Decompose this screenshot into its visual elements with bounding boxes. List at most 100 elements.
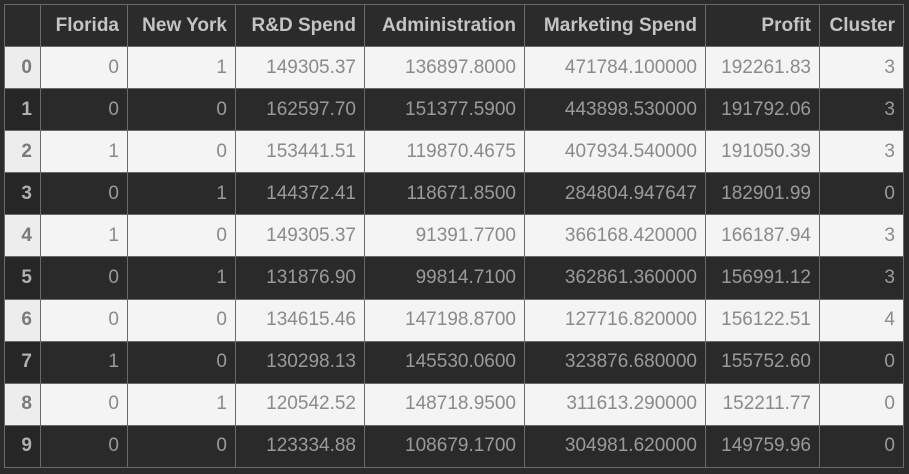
- cell-cluster: 3: [819, 88, 904, 132]
- cell-rd-spend: 162597.70: [235, 88, 365, 132]
- cell-administration: 119870.4675: [364, 130, 525, 174]
- cell-marketing-spend: 366168.420000: [524, 214, 706, 258]
- cell-cluster: 3: [819, 130, 904, 174]
- column-header-administration: Administration: [364, 4, 525, 47]
- cell-cluster: 3: [819, 214, 904, 258]
- cell-profit: 155752.60: [705, 340, 820, 384]
- cell-rd-spend: 153441.51: [235, 130, 365, 174]
- row-index: 7: [4, 340, 41, 384]
- cell-new-york: 0: [127, 214, 236, 258]
- cell-administration: 147198.8700: [364, 298, 525, 342]
- table-row: 0 0 1 149305.37 136897.8000 471784.100000 1922…: [4, 45, 904, 90]
- dataframe-table: Florida New York R&D Spend Administratio…: [4, 4, 904, 469]
- row-index: 4: [4, 214, 41, 258]
- cell-marketing-spend: 443898.530000: [524, 88, 706, 132]
- cell-new-york: 1: [127, 382, 236, 426]
- column-header-marketing-spend: Marketing Spend: [524, 4, 706, 47]
- cell-marketing-spend: 471784.100000: [524, 45, 706, 90]
- cell-florida: 0: [40, 256, 128, 300]
- cell-florida: 0: [40, 298, 128, 342]
- cell-profit: 192261.83: [705, 45, 820, 90]
- cell-new-york: 1: [127, 256, 236, 300]
- cell-administration: 145530.0600: [364, 340, 525, 384]
- cell-new-york: 0: [127, 298, 236, 342]
- column-header-cluster: Cluster: [819, 4, 904, 47]
- cell-administration: 118671.8500: [364, 172, 525, 216]
- cell-marketing-spend: 127716.820000: [524, 298, 706, 342]
- table-row: 4 1 0 149305.37 91391.7700 366168.420000 16618…: [4, 214, 904, 258]
- cell-profit: 191050.39: [705, 130, 820, 174]
- cell-administration: 108679.1700: [364, 424, 525, 469]
- cell-profit: 156991.12: [705, 256, 820, 300]
- row-index: 8: [4, 382, 41, 426]
- cell-florida: 1: [40, 340, 128, 384]
- cell-florida: 0: [40, 45, 128, 90]
- cell-new-york: 0: [127, 88, 236, 132]
- cell-new-york: 0: [127, 130, 236, 174]
- row-index: 9: [4, 424, 41, 469]
- table-row: 3 0 1 144372.41 118671.8500 284804.947647 1829…: [4, 172, 904, 216]
- table-row: 7 1 0 130298.13 145530.0600 323876.680000 1557…: [4, 340, 904, 384]
- cell-florida: 1: [40, 130, 128, 174]
- cell-profit: 191792.06: [705, 88, 820, 132]
- cell-marketing-spend: 362861.360000: [524, 256, 706, 300]
- row-index: 6: [4, 298, 41, 342]
- cell-rd-spend: 131876.90: [235, 256, 365, 300]
- row-index: 0: [4, 45, 41, 90]
- index-header: [4, 4, 41, 47]
- table-row: 6 0 0 134615.46 147198.8700 127716.820000 1561…: [4, 298, 904, 342]
- cell-administration: 91391.7700: [364, 214, 525, 258]
- cell-profit: 166187.94: [705, 214, 820, 258]
- cell-administration: 99814.7100: [364, 256, 525, 300]
- table-row: 9 0 0 123334.88 108679.1700 304981.620000 1497…: [4, 424, 904, 469]
- cell-cluster: 3: [819, 45, 904, 90]
- cell-administration: 136897.8000: [364, 45, 525, 90]
- cell-rd-spend: 149305.37: [235, 45, 365, 90]
- cell-cluster: 0: [819, 382, 904, 426]
- cell-new-york: 1: [127, 172, 236, 216]
- cell-florida: 0: [40, 172, 128, 216]
- cell-cluster: 0: [819, 424, 904, 469]
- table-row: 8 0 1 120542.52 148718.9500 311613.290000 1522…: [4, 382, 904, 426]
- row-index: 5: [4, 256, 41, 300]
- cell-administration: 151377.5900: [364, 88, 525, 132]
- column-header-rd-spend: R&D Spend: [235, 4, 365, 47]
- row-index: 1: [4, 88, 41, 132]
- cell-marketing-spend: 304981.620000: [524, 424, 706, 469]
- cell-florida: 1: [40, 214, 128, 258]
- cell-marketing-spend: 323876.680000: [524, 340, 706, 384]
- cell-profit: 152211.77: [705, 382, 820, 426]
- column-header-new-york: New York: [127, 4, 236, 47]
- cell-new-york: 0: [127, 340, 236, 384]
- cell-profit: 182901.99: [705, 172, 820, 216]
- table-body: 0 0 1 149305.37 136897.8000 471784.100000 1922…: [4, 45, 904, 469]
- cell-cluster: 0: [819, 340, 904, 384]
- cell-cluster: 3: [819, 256, 904, 300]
- row-index: 3: [4, 172, 41, 216]
- cell-florida: 0: [40, 424, 128, 469]
- cell-marketing-spend: 284804.947647: [524, 172, 706, 216]
- cell-new-york: 1: [127, 45, 236, 90]
- cell-new-york: 0: [127, 424, 236, 469]
- cell-marketing-spend: 311613.290000: [524, 382, 706, 426]
- table-row: 2 1 0 153441.51 119870.4675 407934.540000 1910…: [4, 130, 904, 174]
- header-row: Florida New York R&D Spend Administratio…: [4, 4, 904, 47]
- cell-rd-spend: 123334.88: [235, 424, 365, 469]
- cell-profit: 149759.96: [705, 424, 820, 469]
- cell-florida: 0: [40, 88, 128, 132]
- table-row: 1 0 0 162597.70 151377.5900 443898.530000 1917…: [4, 88, 904, 132]
- column-header-profit: Profit: [705, 4, 820, 47]
- cell-marketing-spend: 407934.540000: [524, 130, 706, 174]
- cell-profit: 156122.51: [705, 298, 820, 342]
- cell-cluster: 0: [819, 172, 904, 216]
- table-row: 5 0 1 131876.90 99814.7100 362861.360000 15699…: [4, 256, 904, 300]
- cell-rd-spend: 120542.52: [235, 382, 365, 426]
- cell-rd-spend: 149305.37: [235, 214, 365, 258]
- cell-cluster: 4: [819, 298, 904, 342]
- cell-administration: 148718.9500: [364, 382, 525, 426]
- cell-rd-spend: 144372.41: [235, 172, 365, 216]
- cell-rd-spend: 134615.46: [235, 298, 365, 342]
- cell-rd-spend: 130298.13: [235, 340, 365, 384]
- column-header-florida: Florida: [40, 4, 128, 47]
- cell-florida: 0: [40, 382, 128, 426]
